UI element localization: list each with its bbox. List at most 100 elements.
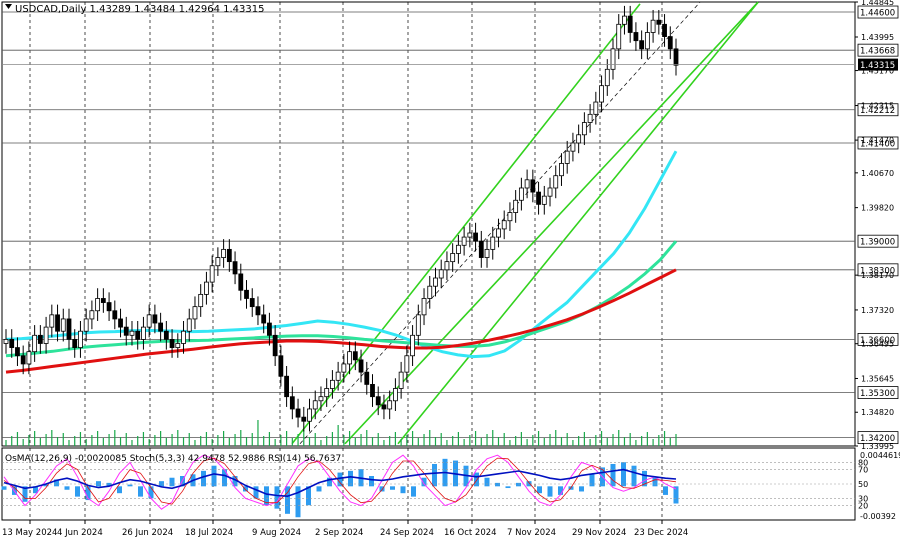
candle-body bbox=[507, 212, 513, 222]
candle-body bbox=[639, 40, 645, 50]
osc-level-label: 70 bbox=[858, 466, 868, 475]
candle-body bbox=[633, 32, 639, 42]
key-level-label: 1.43668 bbox=[860, 47, 895, 57]
time-tick-label: 29 Nov 2024 bbox=[572, 528, 626, 538]
candle bbox=[564, 140, 570, 174]
candle-body bbox=[587, 113, 593, 123]
candle-body bbox=[49, 314, 55, 328]
candle-body bbox=[135, 330, 141, 340]
chart-header: USDCAD,Daily 1.43289 1.43484 1.42964 1.4… bbox=[5, 4, 341, 464]
time-tick-label: 13 May 2024 bbox=[2, 528, 57, 538]
candle bbox=[461, 226, 467, 256]
candle bbox=[415, 304, 421, 346]
candle-body bbox=[112, 310, 118, 320]
candle bbox=[261, 304, 267, 334]
candle-body bbox=[433, 277, 438, 287]
candle bbox=[89, 300, 95, 330]
candle-body bbox=[158, 322, 164, 332]
indicator-info: OsMA(12,26,9) -0.0020085 Stoch(5,3,3) 42… bbox=[5, 454, 341, 464]
candle-body bbox=[318, 396, 324, 402]
candle bbox=[398, 361, 404, 399]
candle bbox=[421, 288, 427, 326]
key-level-tag: 1.43668 bbox=[857, 43, 899, 57]
osma-max-label: 0.0044619 bbox=[860, 451, 900, 460]
candle-body bbox=[267, 322, 272, 336]
candle-body bbox=[15, 347, 20, 357]
collapse-triangle-icon[interactable] bbox=[5, 4, 12, 9]
candle bbox=[518, 177, 524, 211]
candle-body bbox=[347, 351, 352, 365]
candle bbox=[627, 5, 633, 43]
candle bbox=[289, 386, 295, 420]
price-tick-label: 1.42315 bbox=[861, 102, 894, 111]
key-level-label: 1.42212 bbox=[860, 106, 895, 116]
candle bbox=[358, 349, 364, 383]
candle bbox=[129, 320, 135, 346]
candle-body bbox=[146, 314, 152, 328]
candle bbox=[181, 320, 186, 354]
candle-body bbox=[541, 195, 547, 205]
key-level-label: 1.34200 bbox=[860, 434, 895, 444]
candle bbox=[198, 284, 204, 317]
key-level-box bbox=[857, 136, 899, 150]
candle-body bbox=[559, 163, 564, 177]
price-tick-label: 1.44845 bbox=[861, 0, 894, 7]
key-level-box bbox=[857, 5, 899, 19]
price-tick-label: 1.41470 bbox=[861, 136, 894, 145]
price-axis: 1.44845 1.43995 1.43170 1.42315 1.41470 1.406… bbox=[2, 0, 898, 451]
price-tick-label: 1.43995 bbox=[861, 33, 894, 42]
candle-body bbox=[501, 220, 507, 230]
candle-body bbox=[72, 338, 78, 348]
candle-body bbox=[100, 298, 106, 303]
candle bbox=[146, 304, 152, 338]
candle-body bbox=[616, 23, 622, 50]
price-tick-label: 1.37320 bbox=[861, 306, 894, 315]
stoch-signal-line bbox=[3, 457, 677, 505]
candle bbox=[410, 325, 415, 366]
candle-body bbox=[55, 314, 60, 332]
candle bbox=[352, 341, 358, 371]
candle-body bbox=[341, 363, 347, 373]
candle-body bbox=[289, 396, 295, 410]
candle bbox=[169, 329, 175, 358]
candle bbox=[599, 75, 604, 113]
candle bbox=[501, 210, 507, 240]
candle bbox=[123, 316, 129, 346]
candle bbox=[312, 390, 318, 420]
candle bbox=[100, 288, 106, 313]
candle-body bbox=[496, 228, 501, 238]
candle-body bbox=[370, 384, 375, 398]
candle-body bbox=[564, 150, 570, 164]
candle-body bbox=[656, 19, 662, 25]
candle-body bbox=[490, 236, 496, 250]
candle-body bbox=[169, 338, 175, 348]
time-tick-label: 23 Dec 2024 bbox=[634, 528, 688, 538]
key-level-box bbox=[857, 263, 899, 277]
candle bbox=[381, 394, 387, 420]
candle bbox=[238, 263, 244, 301]
candle bbox=[226, 239, 232, 272]
candle bbox=[507, 202, 513, 231]
candle bbox=[192, 296, 198, 330]
candle-body bbox=[622, 15, 627, 25]
candle-body bbox=[599, 85, 604, 103]
candle-body bbox=[484, 248, 490, 258]
candle-body bbox=[673, 48, 679, 66]
candle-body bbox=[95, 298, 101, 312]
channel-mid-line bbox=[344, 1, 759, 445]
volume-bars bbox=[5, 420, 677, 446]
candle bbox=[37, 325, 43, 354]
time-tick-label: 4 Jun 2024 bbox=[57, 528, 103, 538]
candle-body bbox=[581, 122, 587, 136]
candle-body bbox=[284, 375, 289, 398]
time-tick-label: 26 Jun 2024 bbox=[122, 528, 173, 538]
candle bbox=[404, 345, 410, 383]
candle bbox=[593, 91, 599, 125]
price-tick-label: 1.38170 bbox=[861, 271, 894, 280]
candle bbox=[375, 386, 381, 416]
time-tick-label: 16 Oct 2024 bbox=[444, 528, 497, 538]
candle-body bbox=[324, 388, 330, 398]
current-price-box bbox=[858, 58, 898, 71]
candle bbox=[467, 222, 473, 248]
